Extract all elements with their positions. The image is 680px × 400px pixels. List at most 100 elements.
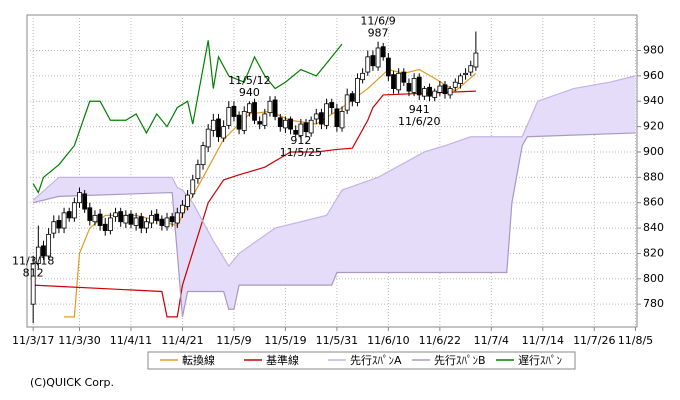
candle-body xyxy=(370,55,376,67)
line-4 xyxy=(32,40,343,195)
candle-body xyxy=(380,46,386,58)
candle-body xyxy=(463,72,468,76)
candle-body xyxy=(288,118,293,130)
candle-body xyxy=(334,108,340,128)
x-tick-label: 11/4/21 xyxy=(161,334,203,347)
candle-body xyxy=(375,47,381,68)
candle-body xyxy=(246,103,252,114)
candle-body xyxy=(442,84,448,95)
candle-body xyxy=(324,103,329,126)
candle-body xyxy=(190,179,196,195)
candle-body xyxy=(437,85,443,93)
line-0 xyxy=(64,68,477,318)
y-tick-label: 920 xyxy=(643,120,664,133)
candle-body xyxy=(458,75,463,84)
candle-body xyxy=(87,207,93,221)
candle-body xyxy=(77,192,82,204)
candle-body xyxy=(113,212,118,218)
line-1 xyxy=(33,90,476,318)
legend-label: 遅行ｽﾊﾟﾝ xyxy=(518,354,562,367)
candle-body xyxy=(339,110,345,129)
legend-label: 転換線 xyxy=(182,353,215,367)
y-tick-label: 880 xyxy=(643,170,664,183)
candle-body xyxy=(226,107,232,126)
annotation-date: 11/3/18 xyxy=(12,255,54,268)
candle-body xyxy=(118,211,124,223)
candle-body xyxy=(283,119,288,129)
candle-body xyxy=(406,83,412,92)
candle-body xyxy=(355,78,360,103)
candle-body xyxy=(123,214,129,224)
annotation-date: 11/5/25 xyxy=(280,146,322,159)
annotation-value: 941 xyxy=(409,103,430,116)
candle-body xyxy=(447,88,453,96)
y-tick-label: 940 xyxy=(643,94,664,107)
candle-body xyxy=(401,71,407,83)
candle-body xyxy=(365,56,371,73)
candle-body xyxy=(221,126,227,139)
candle-body xyxy=(329,102,335,108)
candle-body xyxy=(277,117,283,128)
x-tick-label: 11/6/10 xyxy=(367,334,409,347)
annotation-date: 11/6/20 xyxy=(398,115,440,128)
candle-body xyxy=(35,246,41,264)
candle-body xyxy=(97,213,103,226)
legend xyxy=(147,351,576,370)
y-tick-label: 860 xyxy=(643,196,664,209)
x-tick-label: 11/3/30 xyxy=(58,334,100,347)
candle-body xyxy=(252,102,257,121)
candle-body xyxy=(128,213,134,225)
x-tick-label: 11/7/4 xyxy=(474,334,509,347)
candle-body xyxy=(267,100,273,114)
candle-body xyxy=(144,221,149,229)
candle-body xyxy=(216,118,221,138)
y-tick-label: 780 xyxy=(643,297,664,310)
y-tick-label: 820 xyxy=(643,246,664,259)
y-tick-label: 900 xyxy=(643,145,664,158)
x-tick-label: 11/7/14 xyxy=(522,334,564,347)
candle-body xyxy=(71,202,77,219)
candle-body xyxy=(174,212,180,224)
candle-body xyxy=(205,128,211,148)
candle-body xyxy=(185,194,191,207)
candle-body xyxy=(262,113,268,126)
x-tick-label: 11/6/22 xyxy=(419,334,461,347)
candle-body xyxy=(313,113,319,120)
candle-body xyxy=(46,234,52,257)
candle-body xyxy=(452,81,458,88)
candle-body xyxy=(92,214,98,223)
candle-body xyxy=(236,114,242,130)
copyright: (C)QUICK Corp. xyxy=(30,376,114,389)
annotation-date: 11/5/12 xyxy=(228,74,270,87)
candle-body xyxy=(257,121,263,125)
y-tick-label: 980 xyxy=(643,44,664,57)
x-tick-label: 11/5/9 xyxy=(216,334,251,347)
candle-body xyxy=(319,112,324,125)
candle-body xyxy=(56,220,62,229)
candle-body xyxy=(169,216,175,223)
line-2 xyxy=(32,75,636,268)
candle-body xyxy=(133,217,139,226)
candle-body xyxy=(82,193,88,210)
candle-body xyxy=(200,145,206,166)
candle-body xyxy=(51,221,57,234)
x-tick-label: 11/7/26 xyxy=(573,334,615,347)
candle-body xyxy=(164,217,170,228)
x-tick-label: 11/4/11 xyxy=(110,334,152,347)
candle-body xyxy=(422,88,427,97)
y-tick-label: 840 xyxy=(643,221,664,234)
candle-body xyxy=(30,263,36,305)
candle-body xyxy=(210,119,216,131)
candle-body xyxy=(154,213,160,221)
candle-body xyxy=(391,74,396,89)
x-tick-label: 11/8/5 xyxy=(618,334,653,347)
candle-body xyxy=(416,76,422,96)
candle-body xyxy=(298,123,304,136)
candle-body xyxy=(41,245,46,257)
line-3 xyxy=(33,132,636,317)
annotation-date: 11/6/9 xyxy=(360,15,395,28)
candle-body xyxy=(303,122,309,133)
candle-body xyxy=(272,99,278,117)
x-tick-label: 11/5/31 xyxy=(316,334,358,347)
candle-body xyxy=(468,65,474,73)
